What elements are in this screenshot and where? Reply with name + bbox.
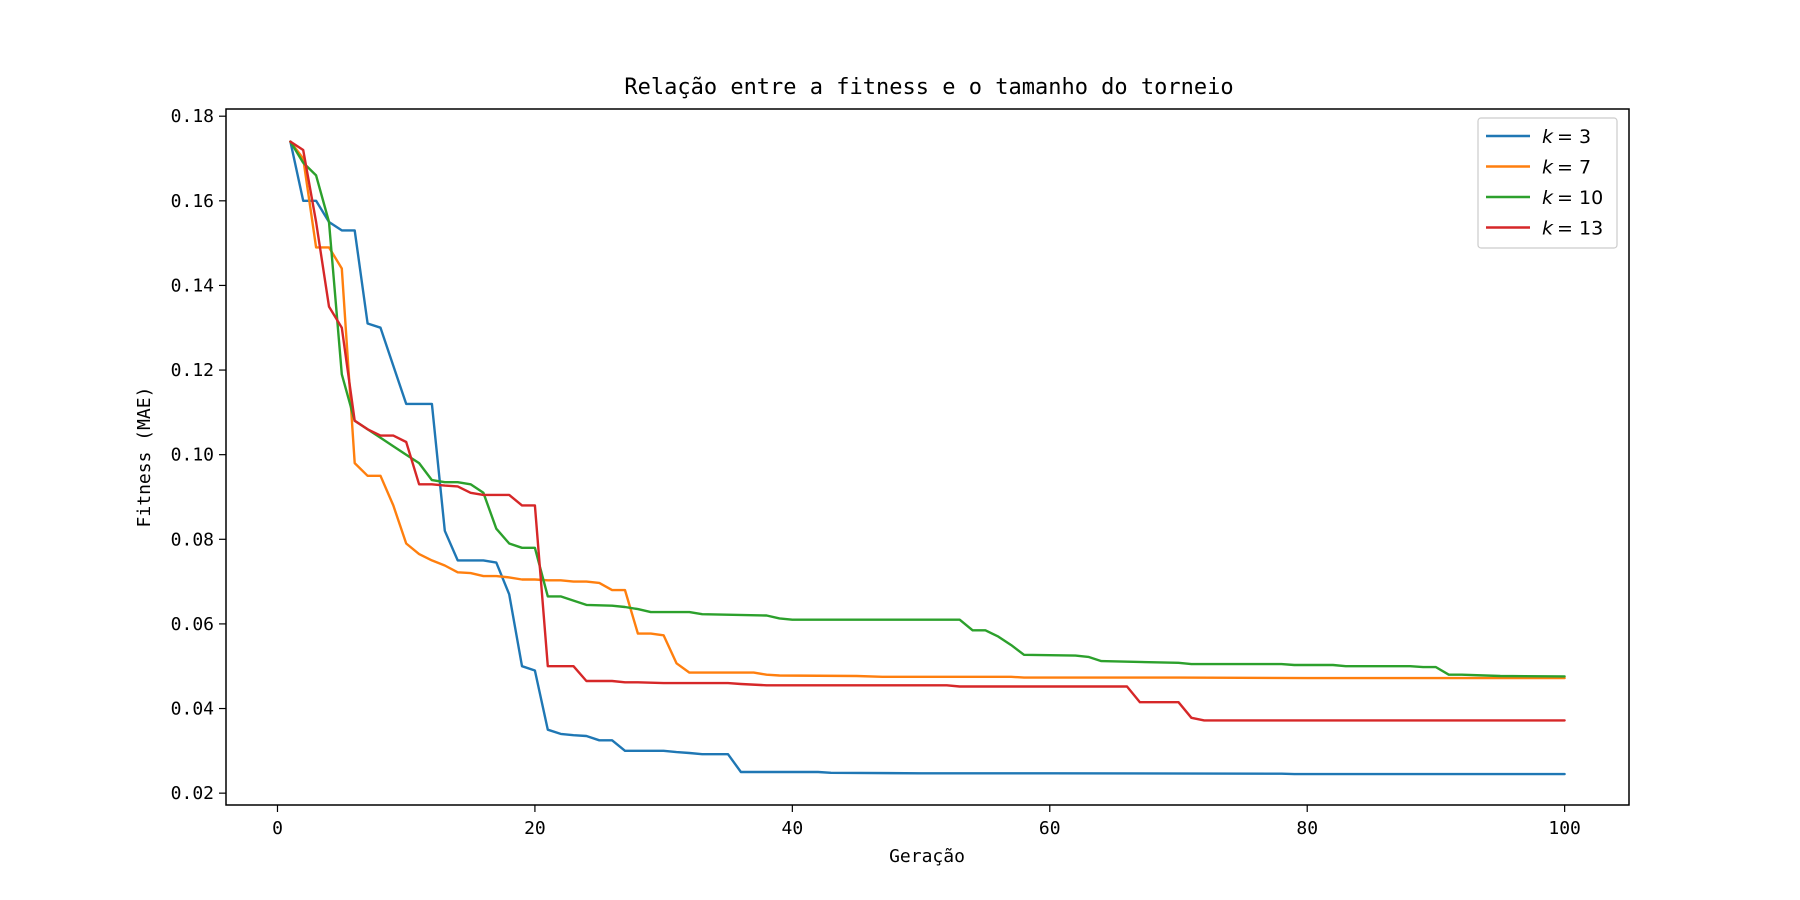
legend-box [1477,117,1618,249]
y-tick-label: 0.06 [171,614,214,635]
y-tick-label: 0.04 [171,699,214,720]
series-line-1 [289,140,1566,680]
y-axis-label: Fitness (MAE) [134,387,155,528]
x-tick-label: 0 [272,818,283,839]
y-tick-label: 0.12 [171,360,214,381]
y-tick-label: 0.10 [171,445,214,466]
plot-frame [225,108,1630,806]
series-line-2 [289,140,1566,678]
y-axis: 0.02 0.04 0.06 0.08 0.10 0.12 0.14 0.16 0.18 [171,106,226,804]
y-tick-label: 0.08 [171,529,214,550]
chart-title: Relação entre a fitness e o tamanho do t… [624,75,1233,100]
x-tick-label: 80 [1296,818,1318,839]
x-axis: 0 20 40 60 80 100 [272,805,1581,839]
y-tick-label: 0.14 [171,275,214,296]
legend-label: k = 3 [1542,126,1591,148]
series-line-3 [289,140,1566,722]
x-tick-label: 20 [524,818,546,839]
series-layer [289,140,1566,776]
x-tick-label: 100 [1548,818,1581,839]
y-tick-label: 0.02 [171,783,214,804]
legend-label: k = 13 [1542,218,1603,240]
legend: k = 3 k = 7 k = 10 k = 13 [1477,117,1618,249]
legend-label: k = 10 [1542,187,1603,209]
y-tick-label: 0.18 [171,106,214,127]
series-line-0 [289,140,1566,776]
x-tick-label: 60 [1039,818,1061,839]
x-tick-label: 40 [782,818,804,839]
legend-label: k = 7 [1542,157,1591,179]
x-axis-label: Geração [889,846,965,867]
y-tick-label: 0.16 [171,191,214,212]
